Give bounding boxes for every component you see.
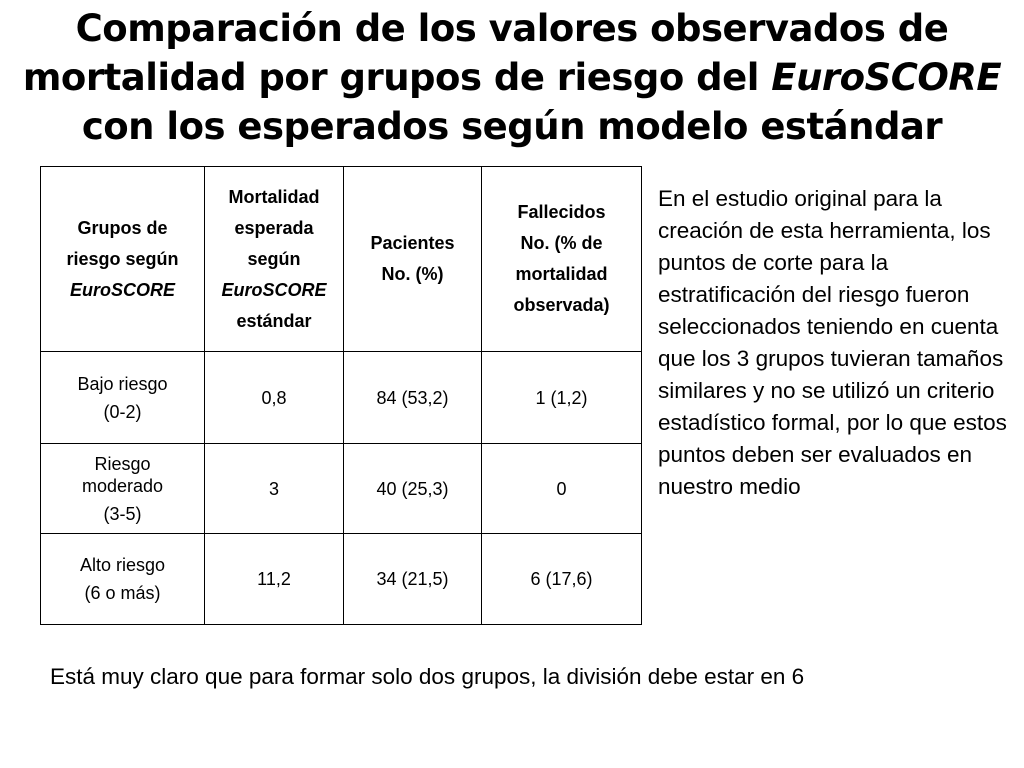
cell-patients: 40 (25,3)	[343, 443, 482, 534]
header-risk-group-line: riesgo según	[66, 248, 179, 269]
header-expected-line: según	[247, 248, 301, 269]
cell-risk-group: Alto riesgo (6 o más)	[40, 533, 205, 625]
risk-group-line: moderado	[81, 475, 164, 496]
cell-patients: 34 (21,5)	[343, 533, 482, 625]
header-patients-line: Pacientes	[370, 233, 455, 253]
title-line-3: con los esperados según modelo estándar	[81, 105, 943, 148]
cell-patients: 84 (53,2)	[343, 351, 482, 444]
cell-expected: 3	[204, 443, 344, 534]
side-explanation-text: En el estudio original para la creación …	[658, 186, 1007, 499]
risk-group-line: Alto riesgo	[79, 555, 166, 575]
risk-group-line: (3-5)	[103, 503, 142, 524]
header-deaths-line: mortalidad	[515, 264, 608, 284]
cell-risk-group: Riesgo moderado (3-5)	[40, 443, 205, 534]
cell-deaths: 1 (1,2)	[481, 351, 642, 444]
header-expected-line: EuroSCORE	[221, 279, 327, 300]
header-patients: Pacientes No. (%)	[343, 166, 482, 352]
cell-deaths: 0	[481, 443, 642, 534]
header-patients-line: No. (%)	[381, 264, 444, 284]
conclusion-text: Está muy claro que para formar solo dos …	[50, 664, 805, 689]
table-row: Riesgo moderado (3-5) 3 40 (25,3) 0	[40, 443, 642, 534]
cell-expected: 0,8	[204, 351, 344, 444]
header-deaths: Fallecidos No. (% de mortalidad observad…	[481, 166, 642, 352]
header-expected-line: Mortalidad	[228, 186, 320, 207]
title-line-2: mortalidad por grupos de riesgo del Euro…	[20, 53, 1004, 102]
risk-group-line: (6 o más)	[84, 583, 161, 603]
slide-title: Comparación de los valores observados de…	[20, 4, 1004, 151]
risk-group-line: Bajo riesgo	[77, 373, 168, 394]
title-euroscore: EuroSCORE	[771, 56, 1002, 99]
cell-risk-group: Bajo riesgo (0-2)	[40, 351, 205, 444]
header-risk-group-line: EuroSCORE	[69, 279, 175, 300]
risk-group-line: (0-2)	[103, 401, 142, 422]
table-row: Alto riesgo (6 o más) 11,2 34 (21,5) 6 (…	[40, 533, 642, 625]
table-row: Bajo riesgo (0-2) 0,8 84 (53,2) 1 (1,2)	[40, 351, 642, 444]
table-header-row: Grupos de riesgo según EuroSCORE Mortali…	[40, 166, 642, 352]
header-expected-line: estándar	[236, 310, 312, 331]
mortality-table: Grupos de riesgo según EuroSCORE Mortali…	[40, 166, 642, 625]
cell-deaths: 6 (17,6)	[481, 533, 642, 625]
title-line-2-text: mortalidad por grupos de riesgo del	[22, 56, 772, 99]
cell-expected: 11,2	[204, 533, 344, 625]
header-risk-group: Grupos de riesgo según EuroSCORE	[40, 166, 205, 352]
header-deaths-line: No. (% de	[520, 233, 603, 253]
header-expected-line: esperada	[234, 217, 314, 238]
risk-group-line: Riesgo	[94, 453, 151, 474]
header-deaths-line: observada)	[513, 295, 610, 315]
header-risk-group-line: Grupos de	[77, 217, 168, 238]
header-expected-mortality: Mortalidad esperada según EuroSCORE está…	[204, 166, 344, 352]
title-line-1: Comparación de los valores observados de	[75, 7, 949, 50]
header-deaths-line: Fallecidos	[517, 202, 606, 222]
